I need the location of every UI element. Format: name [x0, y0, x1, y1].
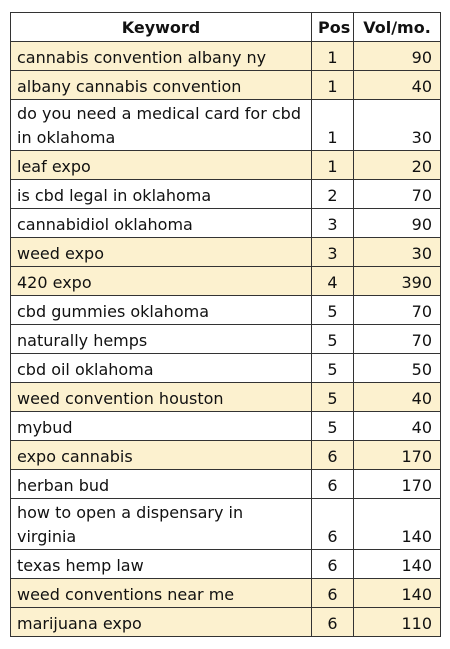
vol-cell: 140 [353, 498, 441, 550]
keyword-cell: leaf expo [10, 150, 312, 180]
pos-cell: 3 [311, 237, 354, 267]
keyword-cell: do you need a medical card for cbd in ok… [10, 99, 312, 151]
pos-cell: 5 [311, 353, 354, 383]
vol-cell: 40 [353, 382, 441, 412]
table-row: weed expo 3 30 [10, 237, 441, 267]
table-row: expo cannabis 6 170 [10, 440, 441, 470]
vol-cell: 140 [353, 578, 441, 608]
table-row: cannabis convention albany ny 1 90 [10, 41, 441, 71]
vol-cell: 40 [353, 411, 441, 441]
pos-cell: 2 [311, 179, 354, 209]
table-row: how to open a dispensary in virginia 6 140 [10, 498, 441, 550]
table-row: is cbd legal in oklahoma 2 70 [10, 179, 441, 209]
keyword-header: Keyword [10, 12, 312, 42]
keyword-cell: weed conventions near me [10, 578, 312, 608]
keyword-cell: mybud [10, 411, 312, 441]
pos-cell: 5 [311, 324, 354, 354]
pos-cell: 1 [311, 41, 354, 71]
vol-cell: 70 [353, 295, 441, 325]
pos-cell: 6 [311, 469, 354, 499]
keyword-cell: expo cannabis [10, 440, 312, 470]
vol-cell: 140 [353, 549, 441, 579]
pos-cell: 1 [311, 99, 354, 151]
vol-cell: 50 [353, 353, 441, 383]
table-row: texas hemp law 6 140 [10, 549, 441, 579]
vol-cell: 30 [353, 99, 441, 151]
vol-cell: 40 [353, 70, 441, 100]
table-row: mybud 5 40 [10, 411, 441, 441]
vol-header: Vol/mo. [353, 12, 441, 42]
table-row: cannabidiol oklahoma 3 90 [10, 208, 441, 238]
pos-cell: 3 [311, 208, 354, 238]
keyword-cell: cannabis convention albany ny [10, 41, 312, 71]
pos-cell: 6 [311, 607, 354, 637]
pos-cell: 1 [311, 150, 354, 180]
pos-cell: 6 [311, 549, 354, 579]
keyword-cell: cbd oil oklahoma [10, 353, 312, 383]
keyword-cell: how to open a dispensary in virginia [10, 498, 312, 550]
table-row: leaf expo 1 20 [10, 150, 441, 180]
pos-cell: 6 [311, 440, 354, 470]
pos-cell: 5 [311, 295, 354, 325]
vol-cell: 170 [353, 469, 441, 499]
vol-cell: 20 [353, 150, 441, 180]
keyword-cell: 420 expo [10, 266, 312, 296]
keyword-cell: herban bud [10, 469, 312, 499]
pos-cell: 4 [311, 266, 354, 296]
vol-cell: 70 [353, 324, 441, 354]
keyword-cell: is cbd legal in oklahoma [10, 179, 312, 209]
pos-cell: 1 [311, 70, 354, 100]
vol-cell: 110 [353, 607, 441, 637]
table-row: weed conventions near me 6 140 [10, 578, 441, 608]
table-row: 420 expo 4 390 [10, 266, 441, 296]
pos-header: Pos [311, 12, 354, 42]
pos-cell: 5 [311, 411, 354, 441]
vol-cell: 90 [353, 41, 441, 71]
vol-cell: 30 [353, 237, 441, 267]
keyword-cell: weed convention houston [10, 382, 312, 412]
pos-cell: 6 [311, 498, 354, 550]
keyword-cell: marijuana expo [10, 607, 312, 637]
vol-cell: 90 [353, 208, 441, 238]
vol-cell: 70 [353, 179, 441, 209]
pos-cell: 6 [311, 578, 354, 608]
keyword-cell: cbd gummies oklahoma [10, 295, 312, 325]
table-row: marijuana expo 6 110 [10, 607, 441, 637]
table-row: albany cannabis convention 1 40 [10, 70, 441, 100]
table-row: weed convention houston 5 40 [10, 382, 441, 412]
pos-cell: 5 [311, 382, 354, 412]
keyword-table: Keyword Pos Vol/mo. cannabis convention … [10, 12, 441, 637]
table-row: naturally hemps 5 70 [10, 324, 441, 354]
table-row: cbd oil oklahoma 5 50 [10, 353, 441, 383]
table-row: cbd gummies oklahoma 5 70 [10, 295, 441, 325]
keyword-cell: naturally hemps [10, 324, 312, 354]
keyword-cell: weed expo [10, 237, 312, 267]
table-row: do you need a medical card for cbd in ok… [10, 99, 441, 151]
header-row: Keyword Pos Vol/mo. [10, 12, 441, 42]
table-row: herban bud 6 170 [10, 469, 441, 499]
keyword-cell: texas hemp law [10, 549, 312, 579]
vol-cell: 390 [353, 266, 441, 296]
keyword-cell: cannabidiol oklahoma [10, 208, 312, 238]
keyword-cell: albany cannabis convention [10, 70, 312, 100]
vol-cell: 170 [353, 440, 441, 470]
